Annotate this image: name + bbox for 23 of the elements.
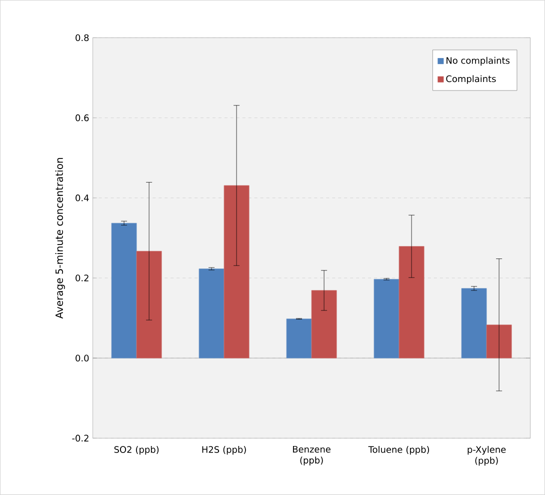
- y-tick-label: 0.0: [76, 354, 89, 362]
- x-tick-label: p-Xylene (ppb): [468, 446, 506, 466]
- legend-label: Complaints: [446, 75, 496, 84]
- bar: [486, 324, 512, 358]
- bar: [111, 222, 137, 358]
- bar: [398, 246, 424, 358]
- x-tick-label: SO2 (ppb): [114, 446, 159, 455]
- legend-label: No complaints: [446, 56, 510, 66]
- x-tick-label: H2S (ppb): [202, 446, 246, 455]
- y-tick-label: 0.4: [76, 194, 89, 202]
- x-tick-label: Toluene (ppb): [368, 446, 430, 455]
- y-axis-title: Average 5-minute concentration: [55, 158, 65, 319]
- bar: [224, 185, 250, 358]
- y-tick-label: 0.8: [76, 34, 89, 42]
- bar: [374, 279, 400, 358]
- y-tick-label: 0.2: [76, 274, 88, 282]
- bar: [461, 288, 487, 358]
- x-tick-label: Benzene (ppb): [293, 446, 330, 466]
- y-tick-label: 0.6: [76, 114, 89, 122]
- bar: [198, 268, 224, 358]
- bar: [311, 290, 337, 358]
- y-tick-label: -0.2: [72, 434, 88, 442]
- bar: [286, 318, 312, 358]
